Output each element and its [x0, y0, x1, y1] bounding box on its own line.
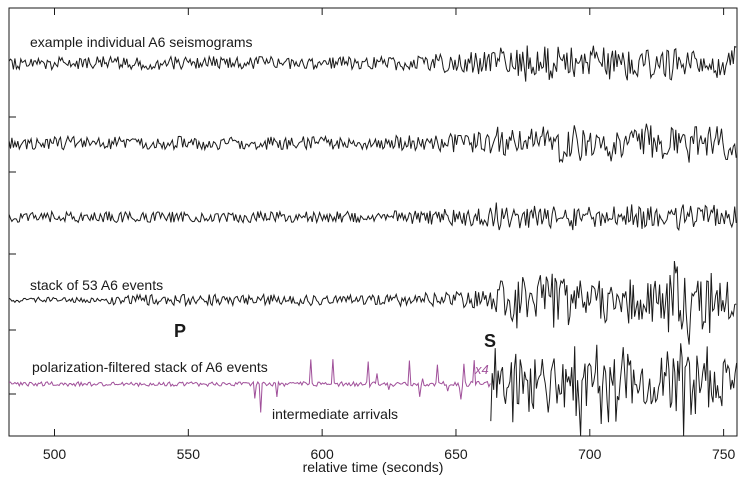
trace-0 — [8, 45, 737, 82]
intermediate-arrivals-label: intermediate arrivals — [272, 406, 398, 422]
series-label-stack: stack of 53 A6 events — [30, 277, 163, 293]
trace-3 — [8, 260, 737, 345]
x-tick-label-500: 500 — [43, 446, 67, 462]
trace-4 — [8, 359, 491, 413]
series-label-individual: example individual A6 seismograms — [30, 34, 253, 50]
traces — [8, 45, 738, 437]
plot-frame — [8, 7, 738, 437]
p-phase-label: P — [174, 321, 186, 341]
left-ticks — [9, 116, 16, 395]
series-label-filtered-stack: polarization-filtered stack of A6 events — [32, 359, 268, 375]
x-tick-label-650: 650 — [444, 446, 468, 462]
x-axis-label: relative time (seconds) — [303, 459, 444, 475]
x-tick-label-750: 750 — [712, 446, 736, 462]
x-tick-label-550: 550 — [177, 446, 201, 462]
gain-label: x4 — [474, 362, 489, 377]
trace-2 — [8, 202, 737, 232]
trace-4-late — [490, 343, 738, 437]
trace-1 — [8, 123, 737, 164]
s-phase-label: S — [484, 331, 496, 351]
x-tick-label-600: 600 — [310, 446, 334, 462]
x-tick-label-700: 700 — [578, 446, 602, 462]
x-axis: 500 550 600 650 700 750 — [43, 8, 736, 462]
